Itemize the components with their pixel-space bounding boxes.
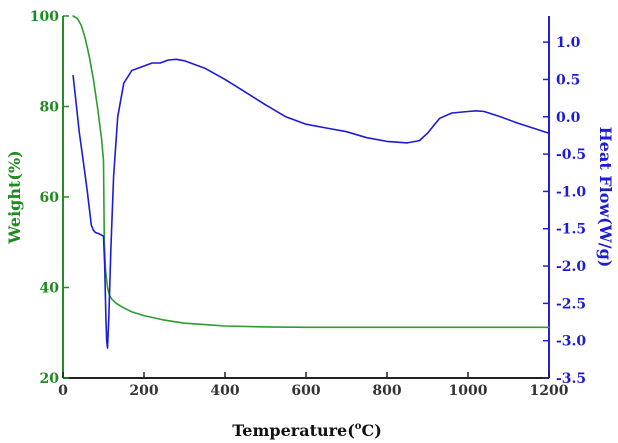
y-left-tick-label: 80: [40, 100, 60, 116]
x-tick-label: 200: [129, 383, 158, 399]
series-layer: [72, 15, 550, 349]
x-tick-label: 0: [58, 383, 68, 399]
y-left-axis-title: Weight(%): [5, 150, 24, 244]
x-axis-title-superscript: o: [355, 421, 362, 432]
weight-curve: [72, 15, 550, 329]
y-right-tick-label: -3.0: [556, 334, 586, 350]
y-left-tick-label: 20: [40, 371, 60, 387]
y-right-tick-label: 0.5: [556, 72, 580, 88]
axes-layer: [62, 16, 550, 379]
y-right-axis-title: Heat Flow(W/g): [596, 127, 615, 268]
x-axis-title-text: Temperature(: [232, 421, 355, 440]
y-right-tick-label: -3.5: [556, 371, 586, 387]
y-right-tick-label: -2.5: [556, 296, 586, 312]
y-right-tick-label: 0.0: [556, 110, 581, 126]
x-axis-title-unit: C): [361, 421, 381, 440]
heat-flow-curve: [72, 58, 550, 349]
y-left-tick-label: 60: [40, 190, 60, 206]
y-left-tick-label: 40: [40, 281, 60, 297]
y-right-tick-label: -1.5: [556, 222, 586, 238]
x-tick-label: 800: [372, 383, 401, 399]
x-tick-label: 1000: [449, 383, 488, 399]
x-tick-label: 600: [291, 383, 320, 399]
x-axis-title: Temperature(oC): [232, 421, 382, 440]
y-left-tick-label: 100: [30, 9, 59, 25]
y-right-tick-label: 1.0: [556, 35, 581, 51]
ticks-layer: 0 200 400 600 800 1000 1200 20 40 60 80 100 1.0 0.5 0.…: [30, 9, 587, 399]
x-tick-label: 400: [210, 383, 239, 399]
y-right-tick-label: -0.5: [556, 147, 586, 163]
x-tick-label: 1200: [530, 383, 569, 399]
y-right-tick-label: -1.0: [556, 184, 586, 200]
y-right-tick-label: -2.0: [556, 259, 586, 275]
